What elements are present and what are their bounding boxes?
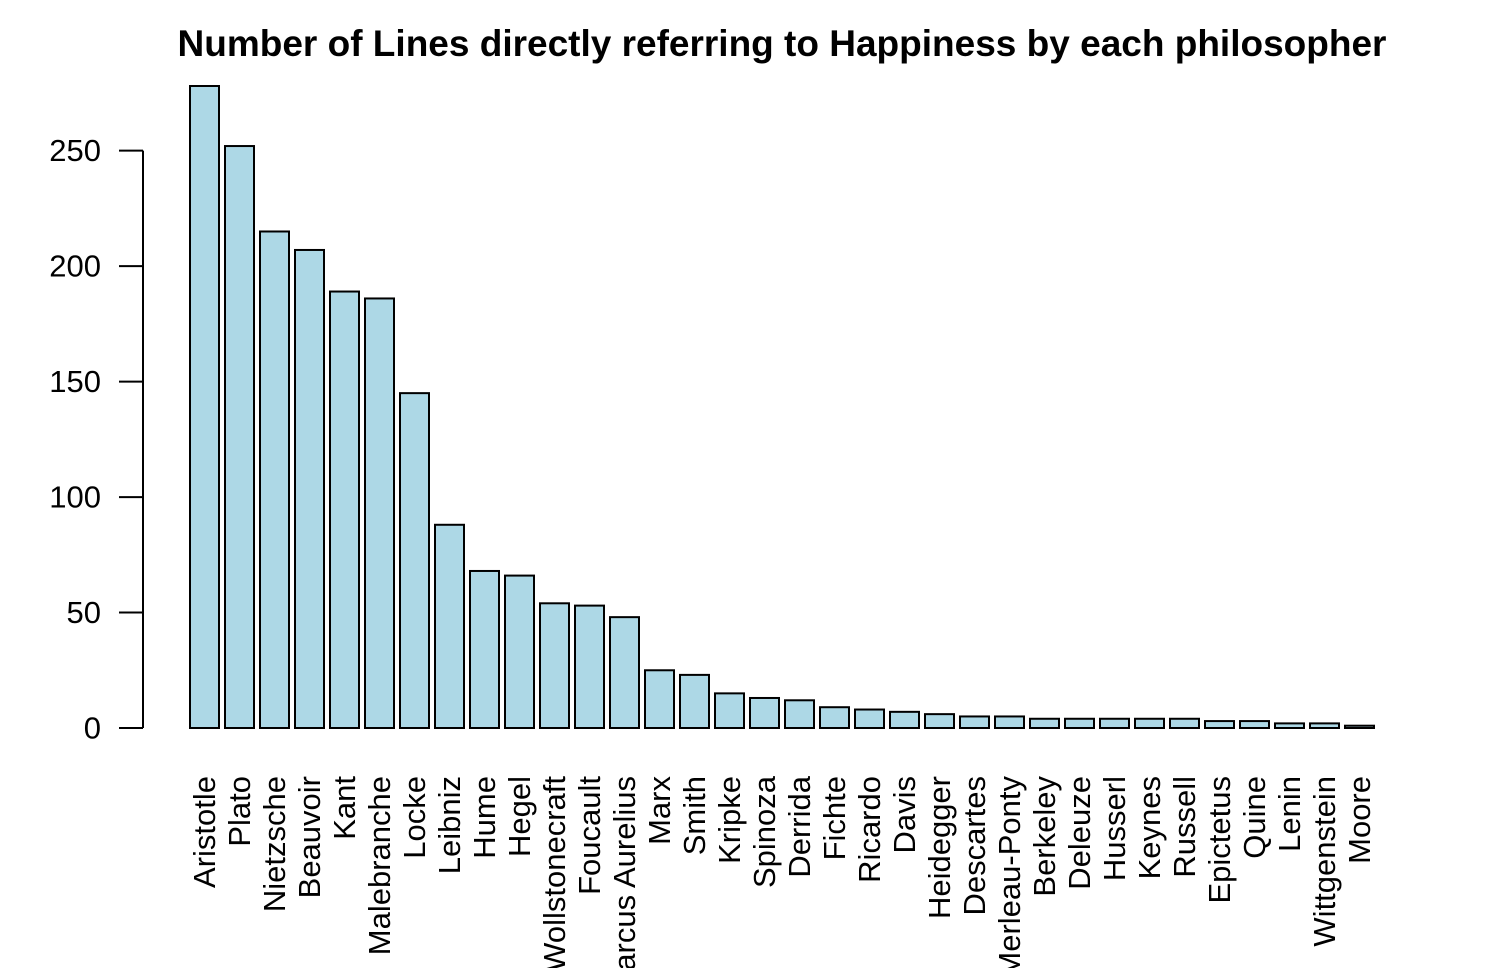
x-tick-label: Foucault: [572, 776, 607, 895]
bar-marcus-aurelius: [609, 616, 640, 729]
x-tick-label: Berkeley: [1027, 776, 1062, 897]
x-tick-label: Russell: [1167, 776, 1202, 878]
bar-husserl: [1099, 717, 1130, 729]
bar-berkeley: [1029, 717, 1060, 729]
y-tick-label: 0: [84, 711, 101, 746]
bar-moore: [1344, 724, 1375, 730]
bar-malebranche: [364, 297, 395, 729]
bar-merleau-ponty: [994, 715, 1025, 730]
x-tick-label: Fichte: [817, 776, 852, 860]
x-tick-label: Hume: [467, 776, 502, 859]
x-tick-label: Epictetus: [1202, 776, 1237, 904]
bar-russell: [1169, 717, 1200, 729]
x-tick-label: Husserl: [1097, 776, 1132, 881]
x-tick-label: Ricardo: [852, 776, 887, 883]
x-tick-label: Kant: [327, 776, 362, 840]
bar-derrida: [784, 699, 815, 730]
bar-descartes: [959, 715, 990, 730]
x-tick-label: Smith: [677, 776, 712, 855]
bar-quine: [1239, 720, 1270, 730]
x-tick-label: Spinoza: [747, 775, 782, 888]
bar-lenin: [1274, 722, 1305, 729]
bar-locke: [399, 392, 430, 729]
bar-wollstonecraft: [539, 602, 570, 730]
x-tick-label: Marcus Aurelius: [607, 776, 642, 968]
x-tick-label: Wollstonecraft: [537, 776, 572, 968]
x-tick-label: Heidegger: [922, 776, 957, 919]
bar-ricardo: [854, 708, 885, 730]
x-tick-label: Derrida: [782, 775, 817, 877]
bar-davis: [889, 710, 920, 730]
x-axis-labels: Aristotle Plato Nietzsche Beauvoir Kant Maleb…: [187, 775, 1377, 968]
y-tick-label: 200: [49, 249, 101, 284]
bar-wittgenstein: [1309, 722, 1340, 729]
bar-hume: [469, 569, 500, 730]
bar-spinoza: [749, 696, 780, 729]
x-tick-label: Locke: [397, 776, 432, 859]
x-tick-label: Marx: [642, 776, 677, 845]
bar-kripke: [714, 692, 745, 730]
y-tick-label: 50: [67, 595, 101, 630]
bar-hegel: [504, 574, 535, 730]
bars-group: [189, 85, 1375, 730]
x-tick-label: Nietzsche: [257, 776, 292, 912]
x-tick-label: Deleuze: [1062, 776, 1097, 890]
bar-fichte: [819, 706, 850, 729]
x-tick-label: Descartes: [957, 776, 992, 916]
bar-heidegger: [924, 713, 955, 729]
x-tick-label: Moore: [1342, 776, 1377, 864]
bar-kant: [329, 290, 360, 729]
chart-title: Number of Lines directly referring to Ha…: [178, 23, 1387, 64]
y-tick-label: 150: [49, 364, 101, 399]
y-tick-label: 250: [49, 133, 101, 168]
x-tick-label: Plato: [222, 776, 257, 847]
bar-keynes: [1134, 717, 1165, 729]
x-tick-label: Kripke: [712, 776, 747, 864]
bar-foucault: [574, 604, 605, 729]
x-tick-label: Hegel: [502, 776, 537, 857]
bar-plato: [224, 145, 255, 730]
bar-epictetus: [1204, 720, 1235, 730]
bar-beauvoir: [294, 248, 325, 730]
bar-deleuze: [1064, 717, 1095, 729]
x-tick-label: Leibniz: [432, 776, 467, 874]
x-tick-label: Merleau-Ponty: [992, 776, 1027, 968]
bar-smith: [679, 673, 710, 729]
x-tick-label: Beauvoir: [292, 776, 327, 898]
x-tick-label: Davis: [887, 776, 922, 854]
bar-aristotle: [189, 85, 220, 729]
x-tick-label: Lenin: [1272, 776, 1307, 852]
x-tick-label: Keynes: [1132, 776, 1167, 879]
x-tick-label: Aristotle: [187, 776, 222, 888]
y-tick-label: 100: [49, 480, 101, 515]
x-tick-label: Wittgenstein: [1307, 776, 1342, 947]
x-tick-label: Quine: [1237, 776, 1272, 859]
bar-nietzsche: [259, 230, 290, 730]
bar-marx: [644, 669, 675, 729]
bar-leibniz: [434, 523, 465, 729]
y-axis: 0 50 100 150 200 250: [49, 133, 144, 746]
x-tick-label: Malebranche: [362, 776, 397, 955]
